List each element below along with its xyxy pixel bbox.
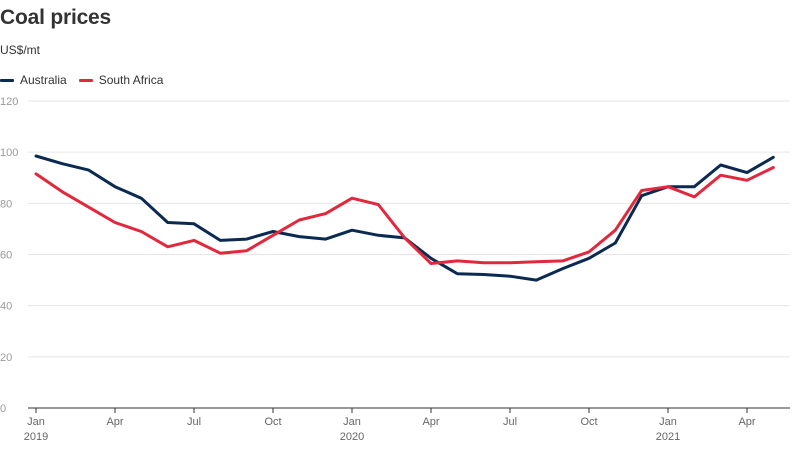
chart-subtitle: US$/mt (0, 43, 41, 57)
chart-legend: Australia South Africa (0, 73, 175, 87)
x-tick-year-label: 2020 (340, 431, 364, 443)
y-axis: 0 20 40 60 80 100 120 (0, 96, 18, 415)
legend-item-australia[interactable]: Australia (0, 73, 67, 87)
x-tick-label: Jan (27, 416, 45, 428)
legend-label-australia: Australia (20, 73, 67, 87)
y-tick-label: 100 (0, 147, 18, 159)
y-tick-label: 40 (0, 301, 12, 313)
legend-label-south-africa: South Africa (98, 73, 164, 87)
x-tick-label: Apr (738, 416, 755, 428)
x-tick-label: Oct (580, 416, 597, 428)
chart-title: Coal prices (0, 6, 112, 29)
x-tick-label: Jul (503, 416, 517, 428)
y-tick-label: 80 (0, 198, 12, 210)
legend-swatch-south-africa (78, 78, 93, 82)
x-axis: Jan 2019 Apr Jul Oct Jan 2020 Apr Jul Oct Jan 2021 A… (24, 408, 756, 443)
series-line-australia[interactable] (34, 154, 775, 282)
x-tick-label: Oct (264, 416, 281, 428)
series-layer (34, 154, 775, 282)
x-tick-label: Apr (422, 416, 439, 428)
x-tick-year-label: 2021 (656, 431, 680, 443)
x-tick-label: Jan (343, 416, 361, 428)
y-tick-label: 60 (0, 250, 12, 262)
x-tick-year-label: 2019 (24, 431, 48, 443)
series-line-south-africa[interactable] (34, 166, 775, 265)
x-tick-label: Jan (659, 416, 677, 428)
x-tick-label: Jul (187, 416, 201, 428)
grid-layer (28, 100, 790, 409)
legend-item-south-africa[interactable]: South Africa (78, 73, 164, 87)
y-tick-label: 0 (0, 403, 6, 415)
y-tick-label: 120 (0, 96, 18, 108)
x-tick-label: Apr (106, 416, 123, 428)
y-tick-label: 20 (0, 352, 12, 364)
legend-swatch-australia (0, 78, 14, 82)
